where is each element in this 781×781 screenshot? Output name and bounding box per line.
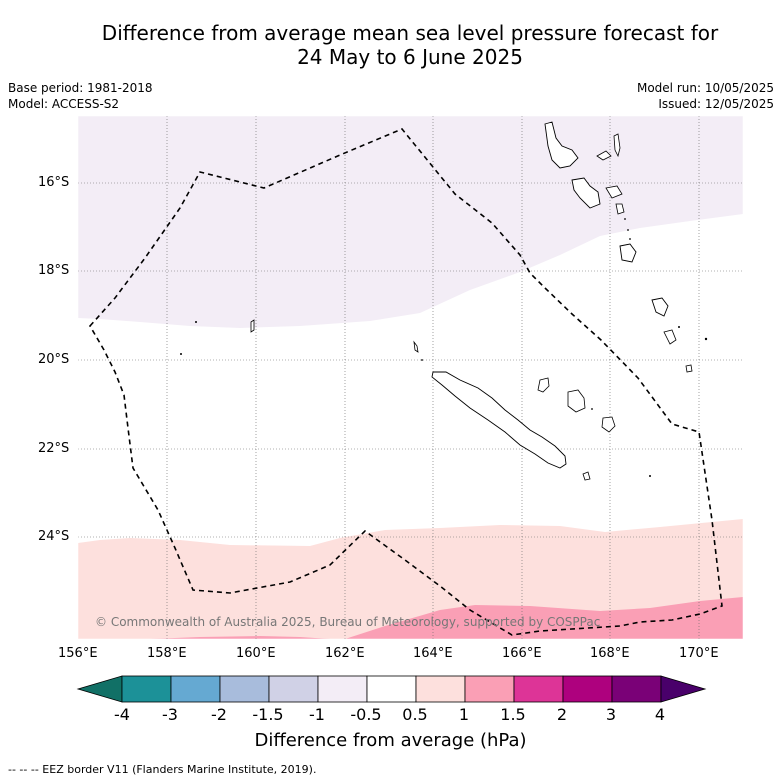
- copyright-text: © Commonwealth of Australia 2025, Bureau…: [95, 615, 601, 629]
- colorbar-tick: 0.5: [402, 705, 428, 724]
- colorbar-tick: 3: [605, 705, 617, 724]
- mare-island: [601, 416, 616, 433]
- colorbar-swatch: [170, 675, 221, 703]
- new-caledonia-grande-terre: [431, 371, 567, 469]
- colorbar-swatch: [366, 675, 417, 703]
- lon-label-158e: 158°E: [147, 646, 187, 661]
- lat-label-16s: 16°S: [38, 175, 70, 190]
- colorbar-swatch: [317, 675, 368, 703]
- model-name: Model: ACCESS-S2: [8, 97, 120, 111]
- lat-label-20s: 20°S: [38, 352, 70, 367]
- belep-islands: [413, 340, 419, 353]
- model-run: Model run: 10/05/2025: [636, 81, 774, 95]
- small-islets: [180, 218, 708, 477]
- colorbar-swatch: [562, 675, 613, 703]
- colorbar-swatch: [464, 675, 515, 703]
- colorbar: [76, 675, 707, 703]
- anomaly-region-positive-mid: [345, 597, 743, 639]
- colorbar-tick: 1: [458, 705, 470, 724]
- colorbar-swatch: [121, 675, 172, 703]
- lat-label-22s: 22°S: [38, 441, 70, 456]
- lon-label-168e: 168°E: [590, 646, 630, 661]
- anomaly-region-positive-mid-west: [150, 636, 330, 639]
- colorbar-extend-low: [76, 675, 123, 703]
- anomaly-region-positive-low: [78, 519, 743, 639]
- issued-date: Issued: 12/05/2025: [658, 97, 774, 111]
- lon-label-156e: 156°E: [58, 646, 98, 661]
- malekula-island: [571, 177, 601, 209]
- colorbar-swatch: [611, 675, 662, 703]
- colorbar-tick: -4: [114, 705, 130, 724]
- colorbar-tick: -1: [309, 705, 325, 724]
- colorbar-tick: 1.5: [500, 705, 526, 724]
- chesterfield-islands: [250, 319, 255, 333]
- lon-label-164e: 164°E: [413, 646, 453, 661]
- ambae-island: [596, 150, 612, 161]
- lon-label-162e: 162°E: [325, 646, 365, 661]
- map-frame: [77, 115, 744, 640]
- colorbar-swatch: [415, 675, 466, 703]
- colorbar-extend-high: [660, 675, 707, 703]
- colorbar-tick: 2: [556, 705, 568, 724]
- colorbar-tick: -3: [162, 705, 178, 724]
- lon-label-160e: 160°E: [236, 646, 276, 661]
- erromango-island: [651, 297, 669, 317]
- colorbar-swatch: [513, 675, 564, 703]
- eez-border: [89, 128, 723, 636]
- map-title-line1: Difference from average mean sea level p…: [101, 21, 719, 45]
- map-area: [78, 116, 743, 639]
- map-title-line2: 24 May to 6 June 2025: [297, 45, 523, 69]
- lat-label-18s: 18°S: [38, 263, 70, 278]
- ouvea-island: [537, 377, 550, 393]
- lat-label-24s: 24°S: [38, 529, 70, 544]
- eez-footnote: -- -- -- EEZ border V11 (Flanders Marine…: [8, 763, 317, 776]
- colorbar-swatch: [219, 675, 270, 703]
- maewo-island: [613, 133, 621, 158]
- lon-label-170e: 170°E: [679, 646, 719, 661]
- colorbar-tick: -1.5: [252, 705, 284, 724]
- tanna-island: [663, 329, 677, 345]
- pentecost-ambrym-island: [605, 185, 623, 199]
- efate-island: [619, 243, 637, 263]
- base-period: Base period: 1981-2018: [8, 81, 153, 95]
- colorbar-tick: -0.5: [350, 705, 382, 724]
- colorbar-label: Difference from average (hPa): [254, 730, 527, 751]
- lon-label-166e: 166°E: [502, 646, 542, 661]
- espiritu-santo-island: [544, 121, 579, 169]
- lifou-island: [567, 389, 586, 413]
- anomaly-region-negative: [78, 116, 743, 328]
- colorbar-swatch: [268, 675, 319, 703]
- colorbar-tick: 4: [654, 705, 666, 724]
- isle-of-pines: [582, 471, 591, 481]
- colorbar-tick: -2: [211, 705, 227, 724]
- epi-island: [615, 203, 625, 215]
- aneityum-island: [685, 364, 693, 373]
